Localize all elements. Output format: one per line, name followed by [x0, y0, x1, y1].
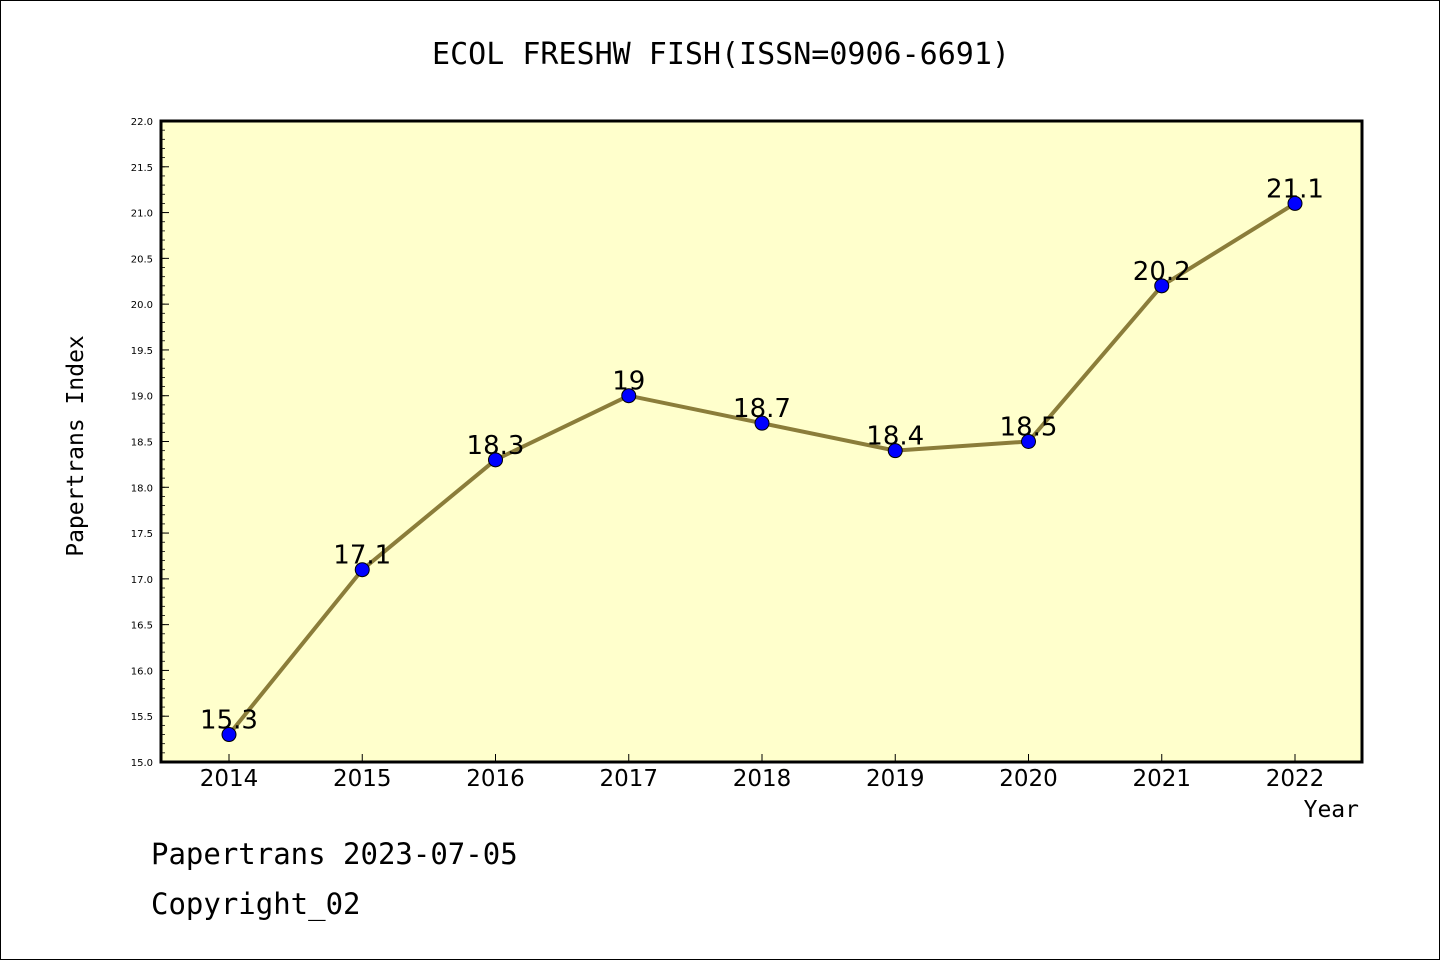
data-point [488, 452, 503, 468]
plot-area [161, 121, 1362, 762]
chart-title: ECOL FRESHW FISH(ISSN=0906-6691) [432, 37, 1010, 72]
plot-border [159, 119, 1364, 764]
x-tick-label: 2018 [733, 766, 792, 792]
y-tick-label: 19.0 [131, 392, 153, 403]
x-axis-label: Year [1303, 797, 1359, 823]
y-tick-label: 15.5 [131, 712, 153, 723]
y-tick-label: 16.0 [131, 666, 153, 677]
y-tick-label: 21.5 [131, 163, 153, 174]
y-tick-label: 16.5 [131, 621, 153, 632]
data-point [354, 562, 370, 578]
y-tick-label: 20.5 [131, 254, 153, 265]
y-tick-label: 18.5 [131, 438, 153, 449]
footer-date: Papertrans 2023-07-05 [151, 837, 518, 871]
y-tick-label: 17.5 [131, 529, 153, 540]
data-point [1021, 434, 1036, 449]
data-point [887, 443, 903, 459]
x-tick-label: 2017 [599, 766, 658, 792]
x-tick-label: 2020 [999, 766, 1058, 792]
data-point [1287, 195, 1303, 211]
x-tick-label: 2019 [866, 766, 925, 792]
data-point [754, 415, 770, 431]
data-point [621, 388, 637, 404]
y-tick-label: 22.0 [131, 117, 153, 128]
footer-copyright: Copyright_02 [151, 887, 361, 921]
x-tick-label: 2016 [466, 766, 525, 792]
x-tick-label: 2014 [200, 766, 259, 792]
data-point [221, 727, 237, 743]
x-tick-label: 2022 [1266, 766, 1325, 792]
y-tick-label: 15.0 [131, 758, 153, 769]
y-tick-label: 20.0 [131, 300, 153, 311]
x-tick-label: 2015 [333, 766, 392, 792]
x-tick-label: 2021 [1132, 766, 1191, 792]
y-tick-label: 21.0 [131, 209, 153, 220]
y-tick-label: 18.0 [131, 483, 153, 494]
data-point [1154, 278, 1170, 294]
y-tick-label: 19.5 [131, 346, 153, 357]
y-tick-label: 17.0 [131, 575, 153, 586]
